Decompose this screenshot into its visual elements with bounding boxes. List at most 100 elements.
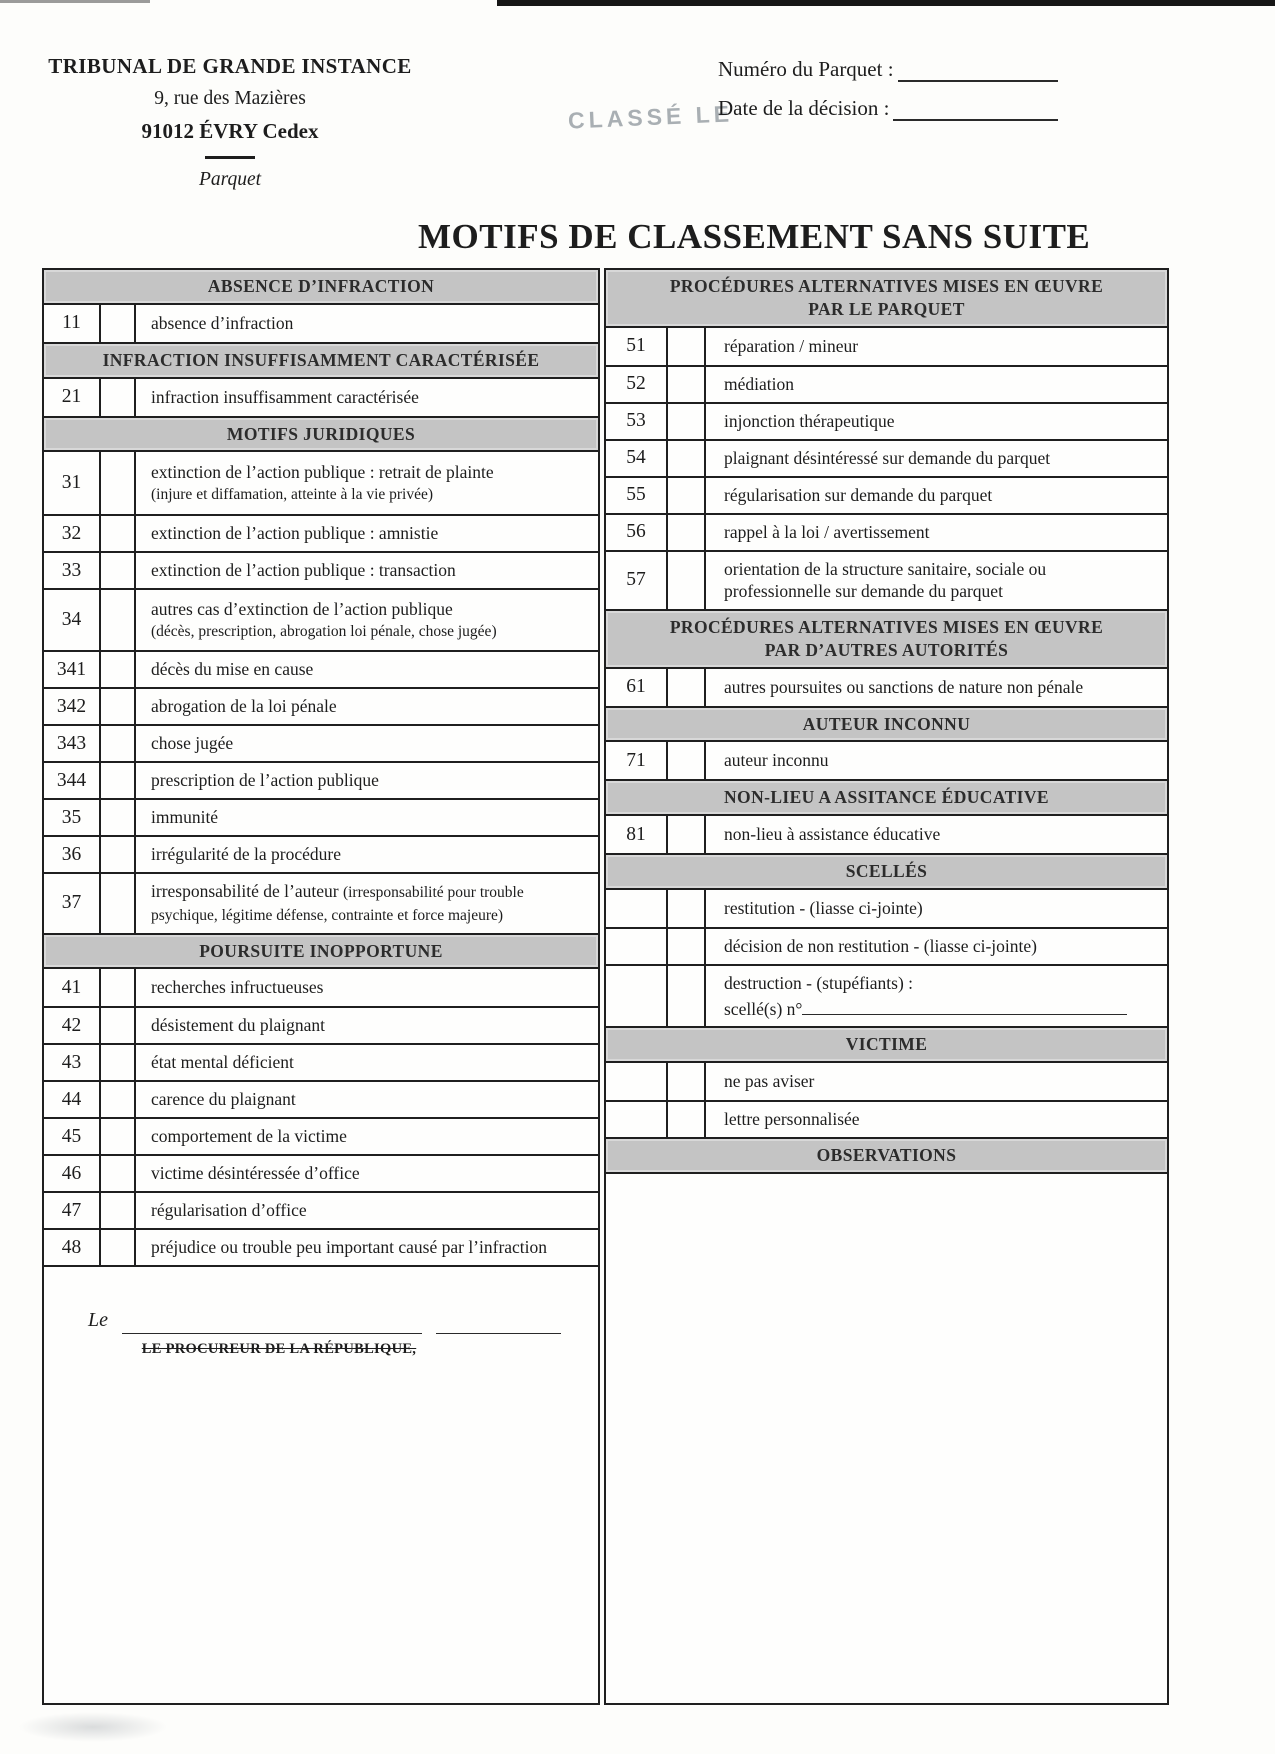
table-row-341: 341 décès du mise en cause bbox=[44, 650, 598, 688]
row-label: autres cas d’extinction de l’action publ… bbox=[136, 590, 598, 650]
checkbox-cell-71[interactable] bbox=[668, 742, 706, 780]
checkbox-cell-81[interactable] bbox=[668, 816, 706, 853]
section-header: SCELLÉS bbox=[606, 853, 1167, 890]
checkbox-cell-35[interactable] bbox=[101, 800, 136, 836]
row-label: destruction - (stupéfiants) : scellé(s) n… bbox=[706, 966, 1167, 1027]
row-code: 53 bbox=[606, 403, 668, 439]
checkbox-cell[interactable] bbox=[668, 928, 706, 964]
table-row-34: 34 autres cas d’extinction de l’action pu… bbox=[44, 588, 598, 651]
checkbox-cell[interactable] bbox=[668, 965, 706, 1027]
row-code: 47 bbox=[44, 1193, 101, 1229]
classe-le-stamp: CLASSÉ LE bbox=[567, 100, 734, 134]
row-label: plaignant désintéressé sur demande du pa… bbox=[724, 447, 1051, 468]
table-row: destruction - (stupéfiants) : scellé(s) n… bbox=[606, 963, 1167, 1027]
row-label: carence du plaignant bbox=[151, 1089, 296, 1110]
table-row-51: 51 réparation / mineur bbox=[606, 327, 1167, 365]
signature-date-field[interactable] bbox=[122, 1333, 422, 1335]
scan-artifact-top-left bbox=[0, 0, 150, 3]
checkbox-cell-343[interactable] bbox=[101, 726, 136, 762]
checkbox-cell[interactable] bbox=[668, 1102, 706, 1137]
signature-date-field-2[interactable] bbox=[436, 1333, 561, 1335]
table-row-33: 33 extinction de l’action publique : tran… bbox=[44, 551, 598, 589]
checkbox-cell-41[interactable] bbox=[101, 969, 136, 1007]
row-label: immunité bbox=[151, 807, 219, 828]
row-label: infraction insuffisamment caractérisée bbox=[151, 386, 419, 407]
parquet-number-field[interactable] bbox=[897, 56, 1058, 82]
row-code bbox=[606, 928, 668, 964]
row-label: victime désintéressée d’office bbox=[151, 1163, 360, 1184]
checkbox-cell-42[interactable] bbox=[101, 1008, 136, 1044]
reference-fields: Numéro du Parquet : Date de la décision … bbox=[718, 56, 1058, 134]
divider-rule bbox=[205, 156, 255, 159]
row-code: 34 bbox=[44, 590, 101, 651]
checkbox-cell-33[interactable] bbox=[101, 553, 136, 589]
table-row-48: 48 préjudice ou trouble peu important cau… bbox=[44, 1228, 598, 1266]
row-code: 44 bbox=[44, 1082, 101, 1118]
scelle-number-field[interactable] bbox=[802, 1000, 1128, 1015]
row-code: 48 bbox=[44, 1230, 101, 1266]
checkbox-cell-341[interactable] bbox=[101, 652, 136, 688]
table-row: décision de non restitution - (liasse ci… bbox=[606, 926, 1167, 964]
row-code: 55 bbox=[606, 477, 668, 513]
checkbox-cell-44[interactable] bbox=[101, 1082, 136, 1118]
checkbox-cell-36[interactable] bbox=[101, 837, 136, 873]
checkbox-cell-45[interactable] bbox=[101, 1119, 136, 1155]
row-label: recherches infructueuses bbox=[151, 977, 324, 998]
court-address-city: 91012 ÉVRY Cedex bbox=[141, 119, 319, 143]
row-label: irrégularité de la procédure bbox=[151, 844, 341, 865]
decision-date-field[interactable] bbox=[893, 95, 1058, 121]
decision-date-label: Date de la décision : bbox=[718, 96, 890, 120]
row-code: 61 bbox=[606, 668, 668, 706]
section-header: PROCÉDURES ALTERNATIVES MISES EN ŒUVRE PA… bbox=[606, 270, 1167, 328]
row-code: 341 bbox=[44, 652, 101, 688]
row-code: 46 bbox=[44, 1156, 101, 1192]
row-label: injonction thérapeutique bbox=[724, 410, 895, 431]
checkbox-cell-48[interactable] bbox=[101, 1230, 136, 1266]
row-label: orientation de la structure sanitaire, s… bbox=[724, 558, 1047, 602]
checkbox-cell-51[interactable] bbox=[668, 327, 706, 365]
signature-date-prefix: Le bbox=[88, 1309, 108, 1332]
checkbox-cell-46[interactable] bbox=[101, 1156, 136, 1192]
checkbox-cell-61[interactable] bbox=[668, 668, 706, 706]
checkbox-cell-57[interactable] bbox=[668, 551, 706, 609]
table-row-37: 37 irresponsabilité de l’auteur (irrespon… bbox=[44, 872, 598, 933]
checkbox-cell-34[interactable] bbox=[101, 590, 136, 651]
table-row-55: 55 régularisation sur demande du parquet bbox=[606, 475, 1167, 513]
table-row-42: 42 désistement du plaignant bbox=[44, 1006, 598, 1044]
checkbox-cell-11[interactable] bbox=[101, 304, 136, 342]
row-label: abrogation de la loi pénale bbox=[151, 696, 337, 717]
row-code: 52 bbox=[606, 366, 668, 402]
checkbox-cell-31[interactable] bbox=[101, 452, 136, 515]
row-label: lettre personnalisée bbox=[724, 1109, 860, 1130]
row-code: 56 bbox=[606, 514, 668, 550]
checkbox-cell-32[interactable] bbox=[101, 516, 136, 552]
table-row-342: 342 abrogation de la loi pénale bbox=[44, 687, 598, 725]
checkbox-cell[interactable] bbox=[668, 1063, 706, 1100]
row-note: (décès, prescription, abrogation loi pén… bbox=[151, 623, 497, 641]
table-row-61: 61 autres poursuites ou sanctions de natu… bbox=[606, 668, 1167, 706]
table-row-35: 35 immunité bbox=[44, 798, 598, 836]
checkbox-cell-53[interactable] bbox=[668, 403, 706, 439]
table-row-43: 43 état mental déficient bbox=[44, 1043, 598, 1081]
checkbox-cell-344[interactable] bbox=[101, 763, 136, 799]
row-code: 21 bbox=[44, 378, 101, 416]
checkbox-cell-21[interactable] bbox=[101, 378, 136, 416]
checkbox-cell[interactable] bbox=[668, 889, 706, 927]
signer-label: LE PROCUREUR DE LA RÉPUBLIQUE, bbox=[141, 1341, 417, 1358]
checkbox-cell-54[interactable] bbox=[668, 440, 706, 476]
checkbox-cell-342[interactable] bbox=[101, 689, 136, 725]
row-code: 43 bbox=[44, 1045, 101, 1081]
table-row-21: 21 infraction insuffisamment caractérisée bbox=[44, 378, 598, 416]
checkbox-cell-56[interactable] bbox=[668, 514, 706, 550]
checkbox-cell-43[interactable] bbox=[101, 1045, 136, 1081]
checkbox-cell-55[interactable] bbox=[668, 477, 706, 513]
checkbox-cell-47[interactable] bbox=[101, 1193, 136, 1229]
row-label: régularisation sur demande du parquet bbox=[724, 484, 993, 505]
row-label: médiation bbox=[724, 373, 794, 394]
row-note: (injure et diffamation, atteinte à la vi… bbox=[151, 486, 434, 504]
checkbox-cell-37[interactable] bbox=[101, 874, 136, 933]
row-code: 57 bbox=[606, 551, 668, 609]
table-row-57: 57 orientation de la structure sanitaire,… bbox=[606, 549, 1167, 609]
checkbox-cell-52[interactable] bbox=[668, 366, 706, 402]
